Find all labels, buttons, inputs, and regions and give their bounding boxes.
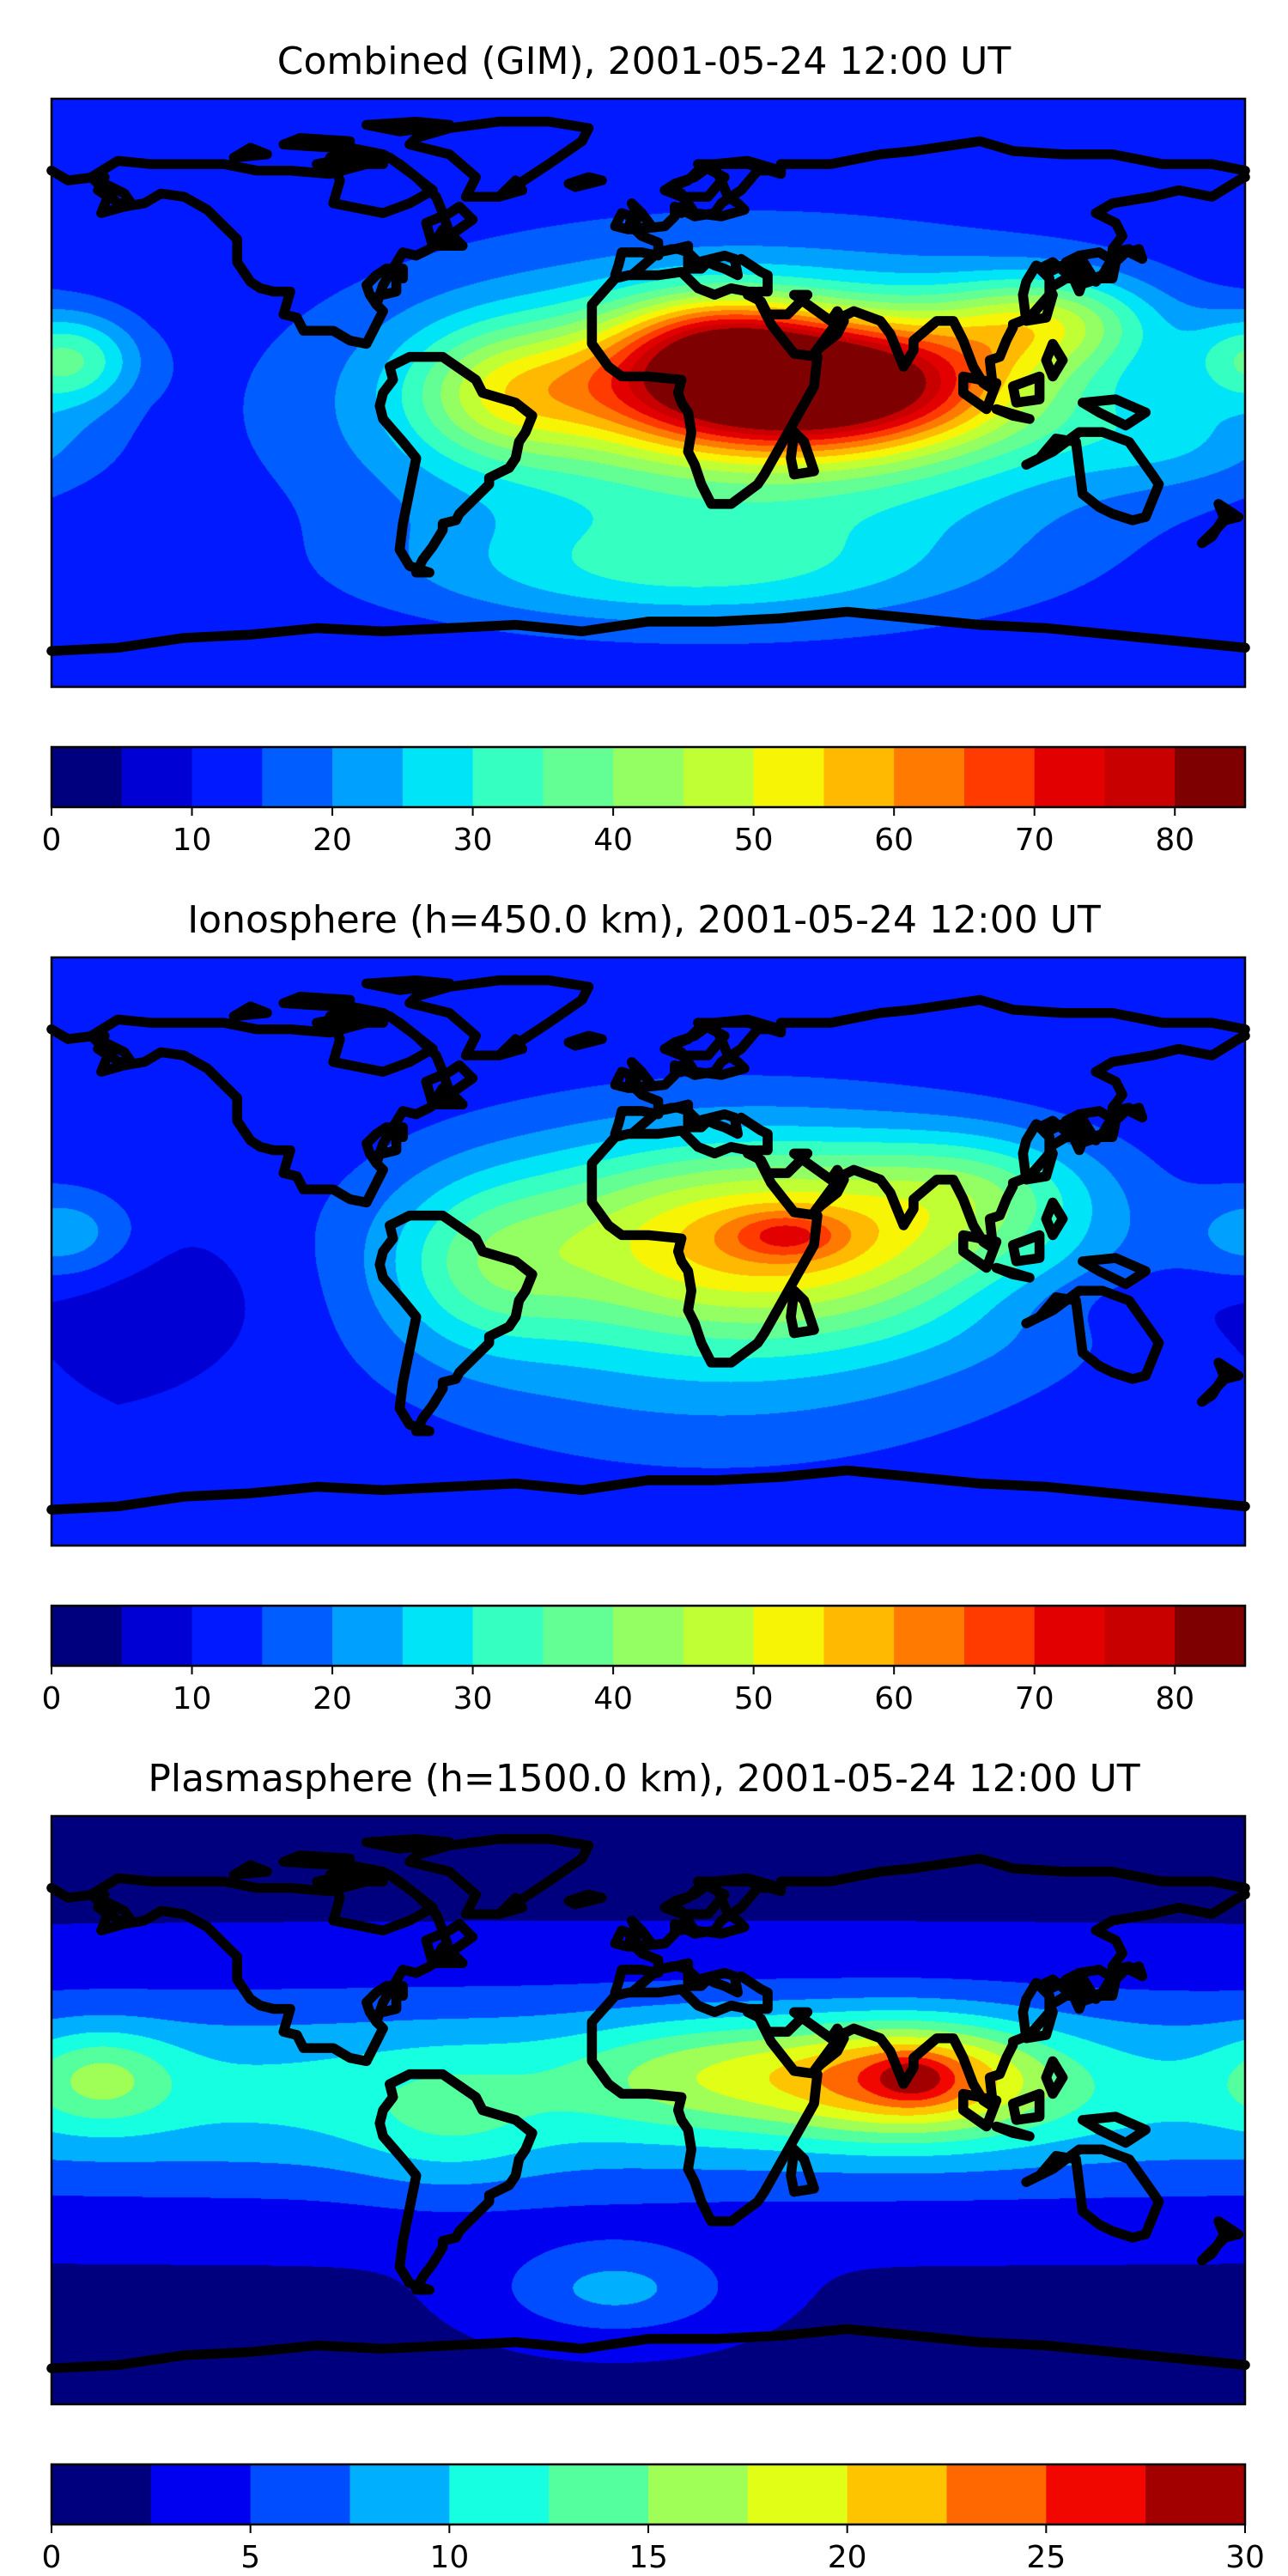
colorbar-segment: [1175, 747, 1246, 807]
colorbar-combined: 0 10 20 30 40 50 60 70 80: [42, 745, 1247, 858]
colorbar-segment: [823, 747, 895, 807]
colorbar-segment: [52, 1606, 123, 1666]
contour-field-combined: [52, 99, 1245, 687]
colorbar-segment: [262, 1606, 333, 1666]
colorbar-segment: [121, 1606, 193, 1666]
colorbar-tick-label: 10: [429, 2540, 469, 2575]
colorbar-segment: [847, 2464, 948, 2524]
colorbar-segment: [747, 2464, 848, 2524]
colorbar-segment: [543, 747, 614, 807]
title-ionosphere: Ionosphere (h=450.0 km), 2001-05-24 12:0…: [187, 898, 1101, 942]
colorbar-tick-label: 50: [734, 823, 774, 858]
colorbar-tick-label: 0: [42, 823, 62, 858]
colorbar-segment: [472, 747, 544, 807]
map-combined: [50, 97, 1247, 689]
panel-ionosphere: Ionosphere (h=450.0 km), 2001-05-24 12:0…: [42, 898, 1246, 1716]
colorbar-tick-label: 70: [1015, 1681, 1054, 1716]
colorbar-segment: [332, 1606, 404, 1666]
colorbar-segment: [191, 1606, 263, 1666]
colorbar-segment: [250, 2464, 351, 2524]
colorbar-segment: [543, 1606, 614, 1666]
contour-field-ionosphere: [52, 957, 1245, 1546]
panel-plasmasphere: Plasmasphere (h=1500.0 km), 2001-05-24 1…: [42, 1757, 1265, 2575]
colorbar-segment: [1175, 1606, 1246, 1666]
colorbar-segment: [753, 1606, 825, 1666]
colorbar-segment: [1046, 2464, 1146, 2524]
colorbar-segment: [449, 2464, 550, 2524]
title-combined: Combined (GIM), 2001-05-24 12:00 UT: [277, 39, 1012, 83]
colorbar-segment: [963, 747, 1036, 807]
colorbar-tick-label: 25: [1026, 2540, 1066, 2575]
colorbar-tick-label: 40: [593, 823, 633, 858]
colorbar-segment: [191, 747, 263, 807]
colorbar-frame: [50, 1604, 1247, 1668]
colorbar-tick-label: 10: [173, 1681, 212, 1716]
colorbar-ionosphere: 0 10 20 30 40 50 60 70 80: [42, 1604, 1247, 1716]
colorbar-segment: [946, 2464, 1047, 2524]
colorbar-segment: [613, 1606, 684, 1666]
colorbar-segment: [262, 747, 333, 807]
colorbar-plasmasphere: 0 5 10 15 20 25 30: [42, 2463, 1265, 2575]
colorbar-segment: [349, 2464, 450, 2524]
colorbar-segment: [549, 2464, 649, 2524]
colorbar-segment: [402, 1606, 474, 1666]
colorbar-tick-label: 20: [313, 823, 352, 858]
colorbar-tick-label: 50: [734, 1681, 774, 1716]
colorbar-segment: [52, 2464, 152, 2524]
colorbar-segment: [613, 747, 684, 807]
colorbar-tick-label: 20: [828, 2540, 867, 2575]
colorbar-tick-label: 80: [1155, 823, 1194, 858]
contour-field-plasmasphere: [52, 1816, 1245, 2404]
colorbar-segment: [150, 2464, 252, 2524]
colorbar-tick-label: 30: [453, 823, 493, 858]
colorbar-segment: [121, 747, 193, 807]
title-plasmasphere: Plasmasphere (h=1500.0 km), 2001-05-24 1…: [148, 1757, 1139, 1801]
colorbar-frame: [50, 745, 1247, 809]
colorbar-tick-label: 20: [313, 1681, 352, 1716]
colorbar-tick-label: 60: [874, 823, 914, 858]
colorbar-tick-label: 10: [173, 823, 212, 858]
colorbar-tick-label: 70: [1015, 823, 1054, 858]
colorbar-segment: [52, 747, 123, 807]
colorbar-tick-label: 0: [42, 2540, 62, 2575]
colorbar-segment: [753, 747, 825, 807]
colorbar-tick-label: 0: [42, 1681, 62, 1716]
colorbar-tick-label: 80: [1155, 1681, 1194, 1716]
colorbar-tick-label: 5: [240, 2540, 260, 2575]
map-frame-ionosphere: [50, 956, 1247, 1547]
colorbar-segment: [332, 747, 404, 807]
colorbar-segment: [894, 1606, 965, 1666]
map-frame-combined: [50, 97, 1247, 689]
colorbar-segment: [1104, 1606, 1176, 1666]
colorbar-segment: [472, 1606, 544, 1666]
colorbar-segment: [1034, 747, 1106, 807]
colorbar-tick-label: 30: [453, 1681, 493, 1716]
colorbar-tick-label: 40: [593, 1681, 633, 1716]
colorbar-segment: [894, 747, 965, 807]
map-frame-plasmasphere: [50, 1814, 1247, 2406]
colorbar-segment: [683, 747, 755, 807]
map-ionosphere: [50, 956, 1247, 1547]
colorbar-tick-label: 15: [629, 2540, 668, 2575]
colorbar-segment: [963, 1606, 1036, 1666]
colorbar-segment: [823, 1606, 895, 1666]
colorbar-segment: [1104, 747, 1176, 807]
map-plasmasphere: [50, 1814, 1247, 2406]
colorbar-segment: [402, 747, 474, 807]
panel-combined: Combined (GIM), 2001-05-24 12:00 UT 0 10 2…: [42, 39, 1246, 858]
colorbar-tick-label: 60: [874, 1681, 914, 1716]
colorbar-segment: [1034, 1606, 1106, 1666]
colorbar-segment: [1145, 2464, 1246, 2524]
colorbar-tick-label: 30: [1225, 2540, 1265, 2575]
colorbar-segment: [648, 2464, 749, 2524]
colorbar-segment: [683, 1606, 755, 1666]
